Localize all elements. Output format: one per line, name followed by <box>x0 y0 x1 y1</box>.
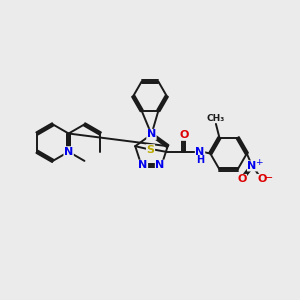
Text: −: − <box>264 173 273 183</box>
Text: N: N <box>195 147 205 157</box>
Text: +: + <box>255 158 262 167</box>
Text: H: H <box>196 155 204 165</box>
Text: N: N <box>155 160 165 170</box>
Text: N: N <box>64 147 73 157</box>
Text: O: O <box>257 175 266 184</box>
Text: S: S <box>146 145 154 155</box>
Text: O: O <box>179 130 188 140</box>
Text: O: O <box>237 175 247 184</box>
Text: N: N <box>138 160 148 170</box>
Text: N: N <box>147 129 156 140</box>
Text: CH₃: CH₃ <box>207 113 225 122</box>
Text: N: N <box>248 161 257 171</box>
